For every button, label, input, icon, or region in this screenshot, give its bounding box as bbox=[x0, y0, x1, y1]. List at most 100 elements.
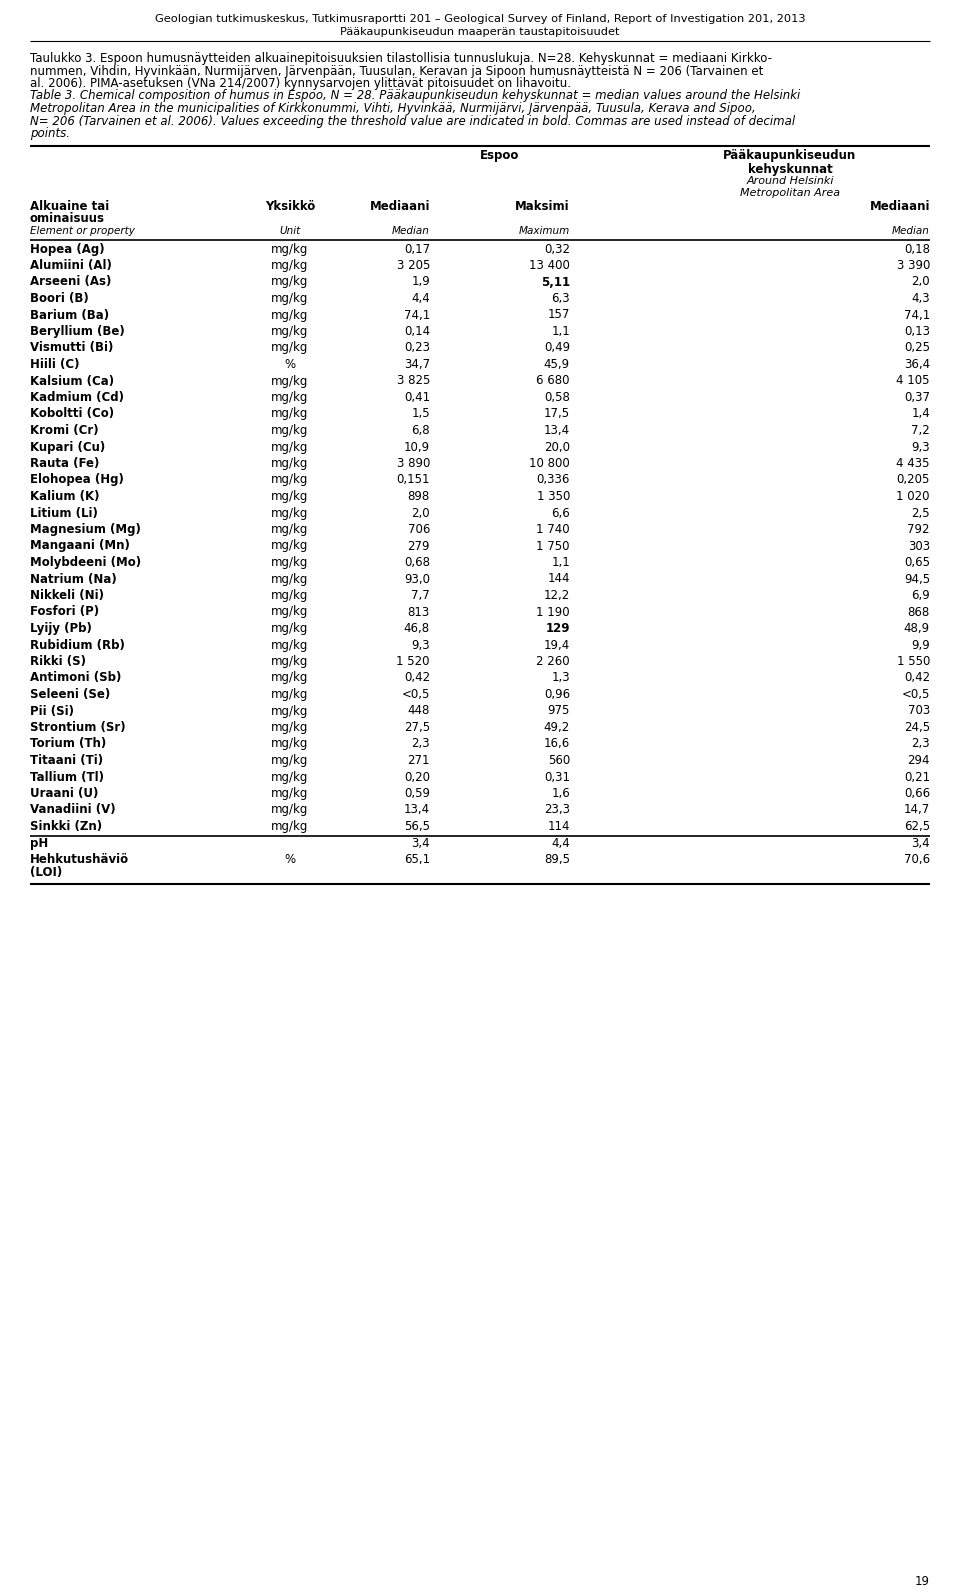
Text: Kupari (Cu): Kupari (Cu) bbox=[30, 440, 106, 453]
Text: 3 890: 3 890 bbox=[396, 458, 430, 471]
Text: %: % bbox=[284, 357, 296, 372]
Text: 813: 813 bbox=[408, 606, 430, 619]
Text: 20,0: 20,0 bbox=[544, 440, 570, 453]
Text: Unit: Unit bbox=[279, 226, 300, 236]
Text: Maximum: Maximum bbox=[518, 226, 570, 236]
Text: 1,1: 1,1 bbox=[551, 557, 570, 569]
Text: Metropolitan Area: Metropolitan Area bbox=[740, 188, 840, 198]
Text: 74,1: 74,1 bbox=[903, 308, 930, 322]
Text: 6 680: 6 680 bbox=[537, 375, 570, 388]
Text: 898: 898 bbox=[408, 490, 430, 502]
Text: 49,2: 49,2 bbox=[543, 721, 570, 734]
Text: Antimoni (Sb): Antimoni (Sb) bbox=[30, 671, 121, 684]
Text: 62,5: 62,5 bbox=[904, 820, 930, 833]
Text: Mediaani: Mediaani bbox=[870, 199, 930, 212]
Text: 65,1: 65,1 bbox=[404, 853, 430, 866]
Text: <0,5: <0,5 bbox=[401, 687, 430, 700]
Text: mg/kg: mg/kg bbox=[272, 258, 309, 273]
Text: 10,9: 10,9 bbox=[404, 440, 430, 453]
Text: mg/kg: mg/kg bbox=[272, 391, 309, 404]
Text: Mediaani: Mediaani bbox=[370, 199, 430, 212]
Text: mg/kg: mg/kg bbox=[272, 523, 309, 536]
Text: 9,3: 9,3 bbox=[911, 440, 930, 453]
Text: Kadmium (Cd): Kadmium (Cd) bbox=[30, 391, 124, 404]
Text: 19: 19 bbox=[915, 1574, 930, 1589]
Text: Vismutti (Bi): Vismutti (Bi) bbox=[30, 341, 113, 354]
Text: 1 020: 1 020 bbox=[897, 490, 930, 502]
Text: 2,3: 2,3 bbox=[911, 737, 930, 751]
Text: 56,5: 56,5 bbox=[404, 820, 430, 833]
Text: 1,3: 1,3 bbox=[551, 671, 570, 684]
Text: 2,5: 2,5 bbox=[911, 507, 930, 520]
Text: mg/kg: mg/kg bbox=[272, 770, 309, 783]
Text: 6,6: 6,6 bbox=[551, 507, 570, 520]
Text: 4,4: 4,4 bbox=[411, 292, 430, 305]
Text: 89,5: 89,5 bbox=[544, 853, 570, 866]
Text: 0,151: 0,151 bbox=[396, 474, 430, 486]
Text: 13,4: 13,4 bbox=[404, 804, 430, 817]
Text: 114: 114 bbox=[547, 820, 570, 833]
Text: 560: 560 bbox=[548, 754, 570, 767]
Text: 94,5: 94,5 bbox=[904, 573, 930, 585]
Text: 2,3: 2,3 bbox=[412, 737, 430, 751]
Text: mg/kg: mg/kg bbox=[272, 804, 309, 817]
Text: 0,336: 0,336 bbox=[537, 474, 570, 486]
Text: Yksikkö: Yksikkö bbox=[265, 199, 315, 212]
Text: Table 3. Chemical composition of humus in Espoo, N = 28. Pääkaupunkiseudun kehys: Table 3. Chemical composition of humus i… bbox=[30, 89, 801, 102]
Text: nummen, Vihdin, Hyvinkään, Nurmijärven, Järvenpään, Tuusulan, Keravan ja Sipoon : nummen, Vihdin, Hyvinkään, Nurmijärven, … bbox=[30, 64, 763, 78]
Text: Rauta (Fe): Rauta (Fe) bbox=[30, 458, 100, 471]
Text: Metropolitan Area in the municipalities of Kirkkonummi, Vihti, Hyvinkää, Nurmijä: Metropolitan Area in the municipalities … bbox=[30, 102, 756, 115]
Text: Molybdeeni (Mo): Molybdeeni (Mo) bbox=[30, 557, 141, 569]
Text: Tallium (Tl): Tallium (Tl) bbox=[30, 770, 104, 783]
Text: mg/kg: mg/kg bbox=[272, 721, 309, 734]
Text: 0,25: 0,25 bbox=[904, 341, 930, 354]
Text: 2,0: 2,0 bbox=[911, 276, 930, 289]
Text: mg/kg: mg/kg bbox=[272, 276, 309, 289]
Text: Mangaani (Mn): Mangaani (Mn) bbox=[30, 539, 130, 552]
Text: 17,5: 17,5 bbox=[544, 407, 570, 421]
Text: Espoo: Espoo bbox=[480, 150, 519, 163]
Text: 279: 279 bbox=[407, 539, 430, 552]
Text: Kromi (Cr): Kromi (Cr) bbox=[30, 424, 99, 437]
Text: 36,4: 36,4 bbox=[904, 357, 930, 372]
Text: 6,8: 6,8 bbox=[412, 424, 430, 437]
Text: <0,5: <0,5 bbox=[901, 687, 930, 700]
Text: Titaani (Ti): Titaani (Ti) bbox=[30, 754, 103, 767]
Text: Kalium (K): Kalium (K) bbox=[30, 490, 100, 502]
Text: Rikki (S): Rikki (S) bbox=[30, 656, 86, 668]
Text: mg/kg: mg/kg bbox=[272, 606, 309, 619]
Text: mg/kg: mg/kg bbox=[272, 638, 309, 651]
Text: 16,6: 16,6 bbox=[543, 737, 570, 751]
Text: mg/kg: mg/kg bbox=[272, 539, 309, 552]
Text: 13 400: 13 400 bbox=[529, 258, 570, 273]
Text: 3,4: 3,4 bbox=[412, 836, 430, 850]
Text: Natrium (Na): Natrium (Na) bbox=[30, 573, 117, 585]
Text: 1 550: 1 550 bbox=[897, 656, 930, 668]
Text: points.: points. bbox=[30, 128, 70, 140]
Text: Pääkaupunkiseudun: Pääkaupunkiseudun bbox=[724, 150, 856, 163]
Text: 3 390: 3 390 bbox=[897, 258, 930, 273]
Text: 1 190: 1 190 bbox=[537, 606, 570, 619]
Text: 1 350: 1 350 bbox=[537, 490, 570, 502]
Text: 0,18: 0,18 bbox=[904, 242, 930, 255]
Text: 0,96: 0,96 bbox=[544, 687, 570, 700]
Text: al. 2006). PIMA-asetuksen (VNa 214/2007) kynnysarvojen ylittävät pitoisuudet on : al. 2006). PIMA-asetuksen (VNa 214/2007)… bbox=[30, 77, 571, 89]
Text: 1,1: 1,1 bbox=[551, 325, 570, 338]
Text: mg/kg: mg/kg bbox=[272, 325, 309, 338]
Text: 294: 294 bbox=[907, 754, 930, 767]
Text: kehyskunnat: kehyskunnat bbox=[748, 163, 832, 175]
Text: mg/kg: mg/kg bbox=[272, 573, 309, 585]
Text: 19,4: 19,4 bbox=[543, 638, 570, 651]
Text: 24,5: 24,5 bbox=[904, 721, 930, 734]
Text: Pii (Si): Pii (Si) bbox=[30, 705, 74, 718]
Text: 0,58: 0,58 bbox=[544, 391, 570, 404]
Text: mg/kg: mg/kg bbox=[272, 242, 309, 255]
Text: 0,68: 0,68 bbox=[404, 557, 430, 569]
Text: 303: 303 bbox=[908, 539, 930, 552]
Text: 3 825: 3 825 bbox=[396, 375, 430, 388]
Text: 0,37: 0,37 bbox=[904, 391, 930, 404]
Text: ominaisuus: ominaisuus bbox=[30, 212, 105, 225]
Text: Lyijy (Pb): Lyijy (Pb) bbox=[30, 622, 92, 635]
Text: 1 750: 1 750 bbox=[537, 539, 570, 552]
Text: (LOI): (LOI) bbox=[30, 866, 62, 879]
